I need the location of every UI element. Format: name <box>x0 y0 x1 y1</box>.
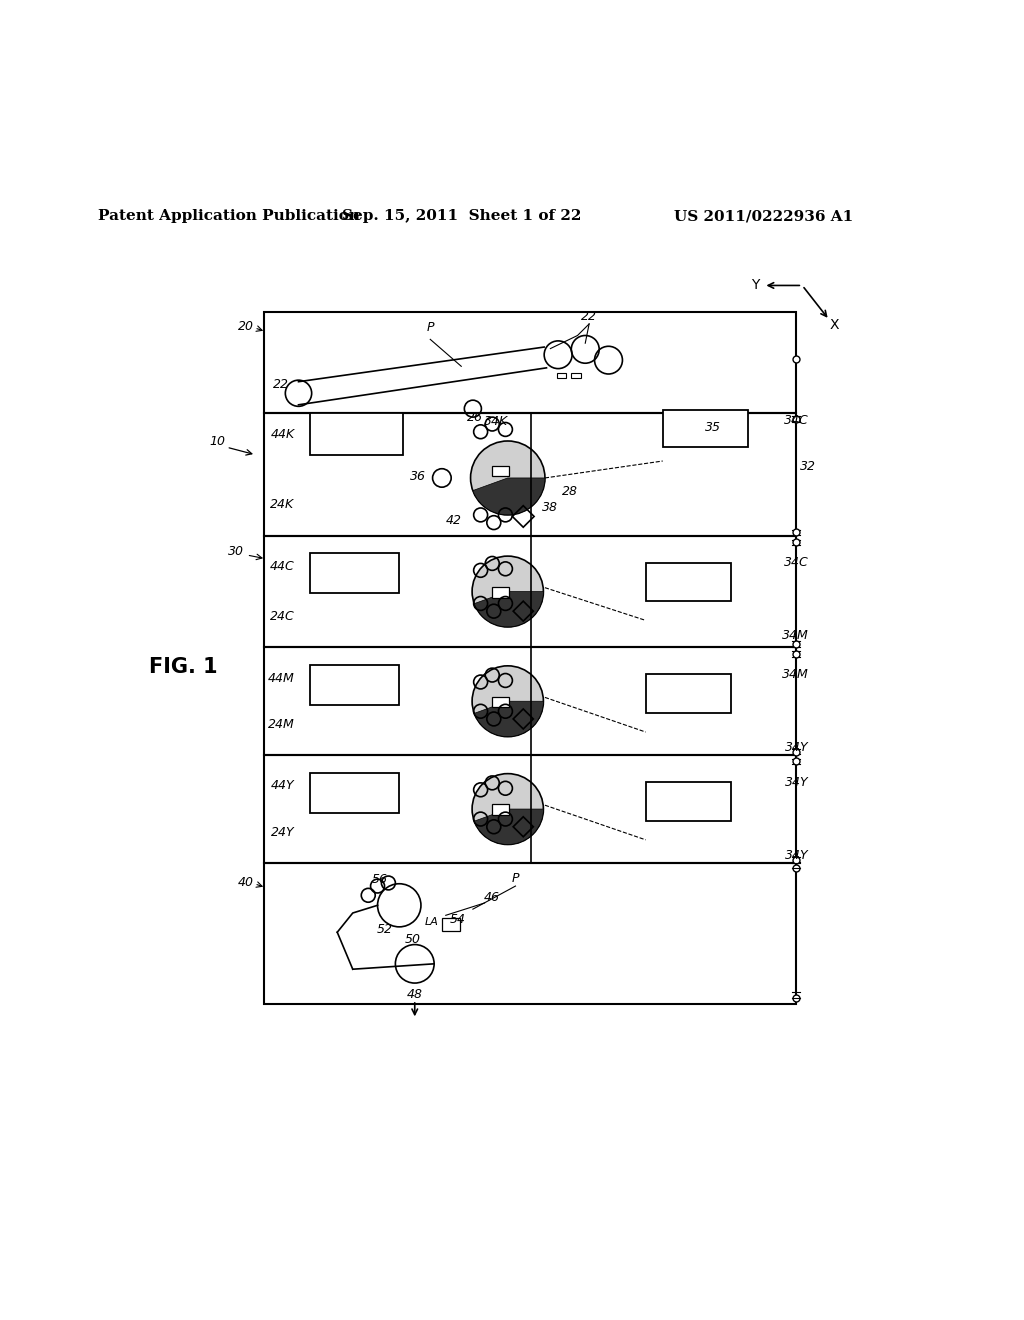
Text: 30: 30 <box>228 545 245 557</box>
Text: 24Y: 24Y <box>271 825 295 838</box>
Text: 34C: 34C <box>783 556 809 569</box>
Text: 44C: 44C <box>270 560 295 573</box>
Text: 22: 22 <box>272 378 289 391</box>
Text: Y: Y <box>752 279 760 293</box>
Text: FIG. 1: FIG. 1 <box>150 656 218 677</box>
Text: P: P <box>512 871 519 884</box>
Text: 24M: 24M <box>268 718 295 731</box>
Text: 48: 48 <box>407 989 423 1001</box>
Circle shape <box>472 556 544 627</box>
Text: 44K: 44K <box>270 428 295 441</box>
Bar <box>263 412 796 536</box>
Text: 26: 26 <box>467 412 483 425</box>
Text: 20: 20 <box>238 319 254 333</box>
Bar <box>310 553 399 594</box>
Text: 40: 40 <box>238 875 254 888</box>
Text: 34K: 34K <box>484 416 508 428</box>
Text: 34M: 34M <box>781 668 809 681</box>
Bar <box>263 863 796 1003</box>
Bar <box>557 374 566 378</box>
Bar <box>493 804 509 816</box>
Bar <box>263 313 796 412</box>
Bar <box>493 587 509 598</box>
Bar <box>442 919 461 931</box>
Bar <box>646 675 731 713</box>
Text: Sep. 15, 2011  Sheet 1 of 22: Sep. 15, 2011 Sheet 1 of 22 <box>342 209 581 223</box>
Text: 36: 36 <box>411 470 426 483</box>
Wedge shape <box>474 809 544 845</box>
Text: 10: 10 <box>209 436 225 449</box>
Bar <box>663 411 748 447</box>
Text: 34Y: 34Y <box>784 776 809 788</box>
Text: 44M: 44M <box>268 672 295 685</box>
Wedge shape <box>474 701 544 737</box>
Text: 28: 28 <box>562 486 578 499</box>
Bar <box>493 697 509 708</box>
Bar <box>263 755 796 863</box>
Circle shape <box>472 665 544 737</box>
Text: 24K: 24K <box>270 499 295 511</box>
Text: Patent Application Publication: Patent Application Publication <box>97 209 359 223</box>
Text: P: P <box>427 321 434 334</box>
Text: 42: 42 <box>445 513 462 527</box>
Text: 44Y: 44Y <box>271 779 295 792</box>
Bar <box>310 413 403 455</box>
Bar <box>646 781 731 821</box>
Circle shape <box>471 441 545 515</box>
Bar <box>310 665 399 705</box>
Text: 34M: 34M <box>781 630 809 643</box>
Text: 34Y: 34Y <box>784 741 809 754</box>
Text: 46: 46 <box>484 891 501 904</box>
Bar <box>263 647 796 755</box>
Text: X: X <box>830 318 840 333</box>
Text: LA: LA <box>425 917 438 927</box>
Bar <box>493 466 509 477</box>
Text: 34Y: 34Y <box>784 849 809 862</box>
Text: 34C: 34C <box>783 413 809 426</box>
Bar <box>646 562 731 601</box>
Bar <box>263 536 796 647</box>
Text: US 2011/0222936 A1: US 2011/0222936 A1 <box>674 209 853 223</box>
Bar <box>571 374 581 378</box>
Wedge shape <box>474 591 544 627</box>
Text: 54: 54 <box>450 913 465 927</box>
Circle shape <box>472 774 544 845</box>
Text: 22: 22 <box>582 310 597 323</box>
Text: 35: 35 <box>706 421 721 434</box>
Text: 50: 50 <box>406 933 421 945</box>
Text: 56: 56 <box>372 874 388 887</box>
Text: 52: 52 <box>377 924 393 936</box>
Bar <box>310 774 399 813</box>
Text: 24C: 24C <box>270 610 295 623</box>
Text: 38: 38 <box>543 500 558 513</box>
Text: 32: 32 <box>801 459 816 473</box>
Wedge shape <box>473 478 545 515</box>
